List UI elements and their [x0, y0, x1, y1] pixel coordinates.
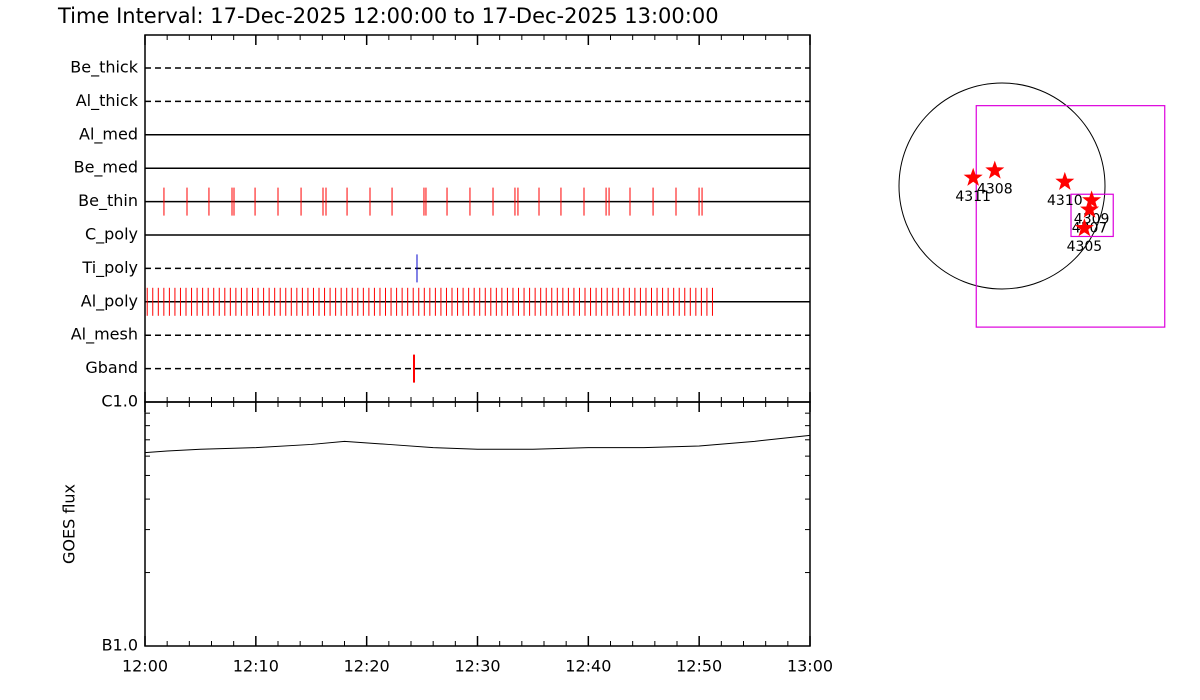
row-label: Al_thick	[76, 91, 139, 111]
row-label: Al_med	[79, 124, 138, 144]
ar-star	[1080, 199, 1100, 218]
ar-star	[963, 167, 983, 186]
x-tick-label: 12:00	[122, 657, 168, 676]
ar-star	[1074, 218, 1094, 237]
ar-label: 4305	[1067, 239, 1103, 255]
row-label: Be_thick	[70, 58, 138, 78]
ar-star	[1055, 171, 1075, 190]
x-tick-label: 12:10	[233, 657, 279, 676]
ar-label: 4311	[955, 189, 991, 205]
x-tick-label: 12:50	[676, 657, 722, 676]
ar-label: 4308	[977, 182, 1013, 198]
x-tick-label: 13:00	[787, 657, 833, 676]
row-label: Al_mesh	[71, 325, 138, 345]
x-tick-label: 12:30	[454, 657, 500, 676]
ar-star	[1082, 190, 1102, 209]
row-label: Al_poly	[81, 291, 138, 311]
ar-star	[985, 160, 1005, 179]
y-axis-label: GOES flux	[60, 484, 79, 564]
y-tick-label: C1.0	[101, 392, 138, 411]
row-label: C_poly	[85, 225, 138, 245]
row-label: Gband	[85, 358, 138, 377]
x-tick-label: 12:40	[565, 657, 611, 676]
row-label: Be_thin	[78, 191, 138, 211]
row-label: Be_med	[74, 158, 138, 178]
ar-label: 4310	[1047, 193, 1083, 209]
timeline-frame	[144, 34, 811, 403]
y-tick-label: B1.0	[102, 636, 138, 655]
goes-line	[144, 434, 811, 454]
row-label: Ti_poly	[81, 258, 138, 278]
chart-title: Time Interval: 17-Dec-2025 12:00:00 to 1…	[57, 4, 719, 28]
fov-region	[975, 105, 1166, 328]
x-tick-label: 12:20	[344, 657, 390, 676]
goes-frame	[144, 401, 811, 647]
solar-disk	[898, 82, 1106, 290]
